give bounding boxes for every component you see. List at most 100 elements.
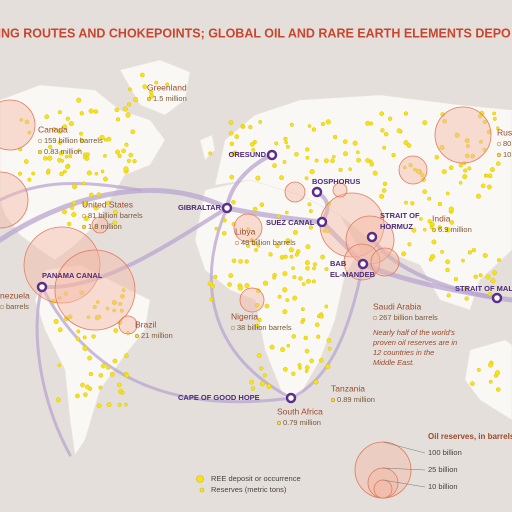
ree-dot — [300, 307, 305, 312]
ree-dot — [87, 355, 92, 361]
ree-dot — [79, 131, 84, 136]
ree-dot — [369, 121, 374, 126]
ree-dot — [279, 175, 284, 180]
ree-dot — [428, 257, 433, 262]
ree-dot — [43, 156, 48, 161]
legend-title: Oil reserves, in barrels — [428, 432, 512, 441]
ree-dot — [254, 323, 260, 329]
ree-dot — [44, 114, 49, 119]
ree-dot — [295, 249, 301, 254]
ree-dot — [356, 157, 361, 163]
ree-dot — [117, 402, 122, 407]
ree-dot — [238, 259, 243, 264]
ree-dot — [420, 172, 425, 178]
ree-dot — [65, 164, 70, 170]
ree-dot — [255, 175, 261, 181]
chokepoint-marker — [366, 231, 378, 243]
legend-ree: REE deposit or occurrence — [211, 474, 301, 483]
ree-dot — [494, 370, 501, 376]
chokepoint-label: BAB — [330, 259, 347, 268]
value-icon — [0, 304, 5, 310]
ree-dot — [437, 201, 443, 207]
ree-dot — [462, 174, 468, 180]
ree-dot — [79, 290, 85, 295]
ree-dot — [411, 227, 417, 233]
ree-dot — [402, 165, 407, 170]
ree-dot — [120, 293, 125, 299]
ree-dot — [496, 258, 501, 263]
ree-dot — [403, 140, 409, 146]
country-value: 0.83 million — [44, 147, 82, 156]
ree-dot — [128, 87, 132, 92]
ree-dot — [57, 140, 63, 145]
ree-dot — [348, 167, 353, 172]
ree-dot — [230, 151, 234, 156]
ree-dot — [495, 387, 501, 392]
ree-dot — [298, 276, 303, 281]
ree-dot — [124, 402, 128, 407]
ree-dot — [445, 267, 450, 273]
ree-dot — [132, 159, 137, 164]
value-icon — [431, 227, 437, 233]
ree-dot — [431, 239, 437, 245]
ree-dot — [249, 141, 255, 147]
ree-dot — [96, 192, 101, 197]
ree-dot — [68, 154, 73, 159]
ree-dot — [105, 306, 110, 311]
ree-dot — [27, 130, 32, 135]
ree-dot — [312, 266, 316, 271]
ree-dot — [484, 173, 489, 178]
country-value: 1.5 million — [153, 94, 187, 103]
ree-dot — [316, 334, 321, 339]
chokepoint-marker — [36, 281, 48, 293]
ree-dot — [119, 308, 124, 313]
ree-dot — [121, 148, 126, 154]
ree-dot — [214, 226, 219, 231]
ree-dot — [325, 363, 331, 370]
ree-dot — [100, 363, 106, 369]
ree-dot — [407, 242, 412, 247]
ree-dot — [98, 373, 104, 378]
ree-dot — [487, 291, 493, 297]
ree-dot — [86, 315, 91, 320]
ree-dot — [422, 227, 427, 232]
ree-dot — [292, 295, 298, 301]
ree-dot — [292, 275, 297, 280]
ree-dot — [252, 240, 257, 246]
ree-dot — [262, 373, 267, 378]
country-value: 267 billion barrels — [379, 313, 438, 322]
ree-dot — [82, 155, 87, 160]
ree-dot — [276, 214, 281, 219]
ree-dot — [96, 314, 102, 320]
ree-dot — [31, 171, 36, 176]
ree-dot — [283, 254, 288, 259]
country-value: barrels — [6, 302, 29, 311]
ree-dot — [427, 219, 432, 224]
oil-reserve-circles — [0, 99, 492, 335]
value-icon — [230, 325, 236, 331]
ree-dot — [445, 259, 451, 265]
ree-dot — [403, 111, 409, 116]
country-value: 6.9 million — [438, 225, 472, 234]
ree-dot — [209, 297, 214, 302]
ree-dot — [57, 128, 63, 134]
value-icon — [496, 152, 502, 158]
country-value: 81 billion barrels — [88, 211, 143, 220]
ree-dot — [311, 279, 316, 284]
chokepoint-label: STRAIT OF MAL — [455, 284, 512, 293]
ree-dot — [288, 247, 294, 253]
ree-dot — [68, 121, 74, 127]
ree-dot — [338, 167, 343, 172]
ree-dot — [478, 139, 483, 144]
ree-dot — [413, 167, 417, 172]
title: PING ROUTES AND CHOKEPOINTS; GLOBAL OIL … — [0, 26, 511, 40]
ree-dot — [118, 301, 123, 306]
ree-dot — [83, 215, 89, 221]
legend-size: 100 billion — [428, 448, 462, 457]
ree-dot — [454, 132, 460, 138]
value-icon — [81, 224, 87, 230]
legend-size: 10 billion — [428, 482, 458, 491]
ree-dot — [324, 228, 330, 234]
ree-dot — [112, 308, 117, 313]
ree-dot — [123, 166, 129, 172]
